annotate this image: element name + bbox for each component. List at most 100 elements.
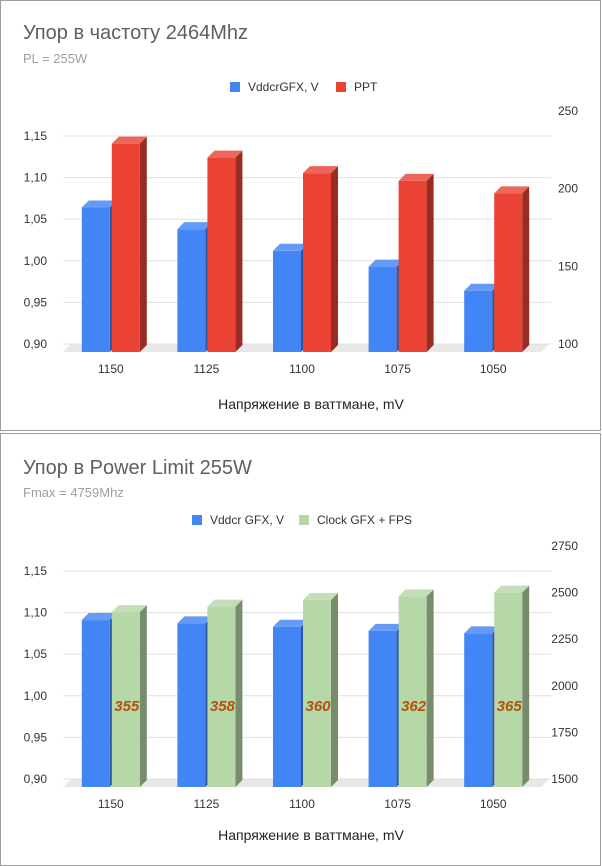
y2-tick-label: 1500 (551, 772, 578, 786)
x-tick-label: 1100 (289, 362, 315, 376)
data-label: 365 (497, 698, 523, 715)
bar-top (303, 593, 338, 601)
bar-top (177, 222, 213, 230)
bar-top (464, 626, 500, 634)
bar-top (464, 283, 500, 291)
legend-label: Clock GFX + FPS (317, 513, 412, 527)
y2-tick-label: 250 (558, 104, 578, 118)
bar (494, 592, 523, 787)
bar-side (522, 186, 530, 352)
bar (177, 229, 206, 352)
x-axis-title: Напряжение в ваттмане, mV (218, 396, 404, 412)
y2-tick-label: 1750 (551, 725, 578, 739)
data-label: 362 (401, 698, 427, 715)
y2-tick-label: 2500 (551, 586, 578, 600)
y-tick-label: 1,15 (24, 129, 48, 143)
y-tick-label: 0,90 (24, 772, 48, 786)
bar-top (368, 623, 404, 631)
y-tick-label: 0,95 (24, 730, 48, 744)
y2-tick-label: 200 (558, 182, 578, 196)
x-tick-label: 1075 (384, 362, 411, 376)
y-tick-label: 0,95 (24, 295, 48, 309)
bar-side (235, 599, 243, 787)
bar (303, 173, 331, 352)
y-tick-label: 1,15 (24, 564, 48, 578)
y-tick-label: 0,90 (24, 337, 48, 351)
legend-swatch (230, 82, 240, 92)
y-tick-label: 1,05 (24, 647, 48, 661)
x-tick-label: 1125 (193, 362, 219, 376)
x-tick-label: 1150 (98, 797, 124, 811)
y-tick-label: 1,05 (24, 212, 48, 226)
bar (111, 612, 140, 787)
bar (398, 180, 427, 352)
y2-tick-label: 100 (558, 337, 578, 351)
chart-canvas: Упор в частоту 2464Mhz PL = 255W VddcrGFX,… (23, 22, 578, 412)
bar-top (494, 585, 530, 593)
chart-title: Упор в частоту 2464Mhz (23, 22, 248, 44)
bar-top (303, 166, 338, 174)
bar (494, 193, 523, 352)
bar-side (331, 166, 338, 352)
bar (464, 290, 493, 352)
bar (273, 626, 301, 787)
x-tick-label: 1075 (384, 797, 411, 811)
bar-side (426, 589, 434, 787)
bar-top (273, 243, 308, 251)
bar (273, 250, 301, 352)
bar-side (522, 585, 530, 787)
y2-tick-label: 2250 (551, 632, 578, 646)
bar (464, 633, 493, 787)
bar (303, 600, 331, 787)
data-label: 358 (210, 698, 236, 715)
chart-canvas: Упор в Power Limit 255W Fmax = 4759Mhz Vdd… (23, 457, 578, 843)
bar-top (494, 186, 530, 194)
bar-top (81, 200, 117, 208)
x-tick-label: 1150 (98, 362, 124, 376)
bar (398, 596, 427, 787)
bar-top (177, 616, 213, 624)
bar-top (207, 150, 243, 158)
legend-label: Vddcr GFX, V (210, 513, 284, 527)
chart-title: Упор в Power Limit 255W (23, 457, 252, 479)
data-label: 355 (114, 698, 140, 715)
bar-top (207, 599, 243, 607)
legend-label: VddcrGFX, V (248, 80, 319, 94)
bar-top (273, 619, 308, 627)
data-label: 360 (305, 698, 331, 715)
legend-swatch (336, 82, 346, 92)
bar (177, 623, 206, 787)
bar-top (368, 259, 404, 267)
bar (368, 266, 397, 352)
bar (207, 157, 236, 352)
x-axis-title: Напряжение в ваттмане, mV (218, 827, 404, 843)
legend-swatch (192, 515, 202, 525)
bar (81, 207, 110, 352)
legend-label: PPT (354, 80, 378, 94)
chart-subtitle: Fmax = 4759Mhz (23, 485, 124, 500)
y-tick-label: 1,10 (24, 606, 48, 620)
bar-side (331, 593, 338, 787)
bar-top (398, 173, 434, 181)
bar-top (111, 605, 147, 613)
bar-top (398, 589, 434, 597)
bar (81, 620, 110, 787)
x-tick-label: 1100 (289, 797, 315, 811)
bar-side (139, 605, 147, 787)
bar (111, 143, 140, 352)
bar-side (426, 173, 434, 352)
y-tick-label: 1,10 (24, 171, 48, 185)
y-tick-label: 1,00 (24, 254, 48, 268)
chart-panel-frequency-limit: Упор в частоту 2464Mhz PL = 255W VddcrGFX,… (0, 0, 601, 431)
bar-top (81, 613, 117, 621)
x-tick-label: 1050 (480, 797, 507, 811)
chart-panel-power-limit: Упор в Power Limit 255W Fmax = 4759Mhz Vdd… (0, 433, 601, 866)
chart-subtitle: PL = 255W (23, 51, 88, 66)
bar (368, 630, 397, 787)
y2-tick-label: 2000 (551, 679, 578, 693)
y-tick-label: 1,00 (24, 689, 48, 703)
bar (207, 606, 236, 787)
bar-side (139, 136, 147, 352)
bar-top (111, 136, 147, 144)
x-tick-label: 1050 (480, 362, 507, 376)
